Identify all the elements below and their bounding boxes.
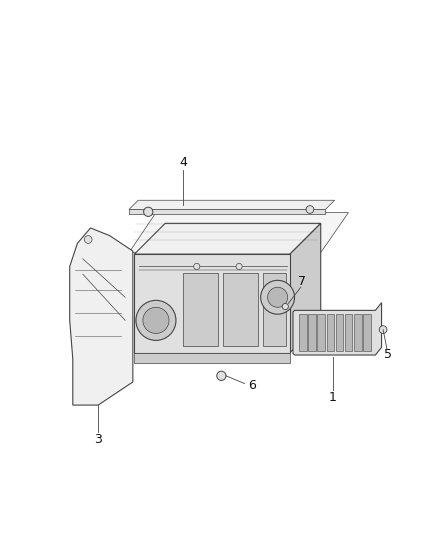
Polygon shape [290,223,321,353]
Polygon shape [129,209,325,214]
Bar [354,314,362,351]
Polygon shape [134,254,290,353]
Text: 5: 5 [385,348,392,361]
Bar [345,314,353,351]
Bar [223,273,258,346]
Circle shape [144,207,153,216]
Bar [327,314,334,351]
Polygon shape [134,223,321,254]
Text: 3: 3 [94,433,102,446]
Bar [318,314,325,351]
Polygon shape [70,228,133,405]
Circle shape [217,371,226,381]
Polygon shape [129,200,335,209]
Circle shape [306,206,314,213]
Text: 1: 1 [329,391,337,404]
Text: 4: 4 [179,156,187,169]
Circle shape [136,301,176,341]
Circle shape [282,303,288,310]
Polygon shape [293,303,381,355]
Circle shape [261,280,294,314]
Circle shape [268,287,288,308]
Circle shape [143,308,169,334]
Bar [336,314,343,351]
Circle shape [85,236,92,244]
Bar [308,314,316,351]
Polygon shape [129,213,349,253]
Bar [263,273,286,346]
Circle shape [194,263,200,270]
Circle shape [236,263,242,270]
Bar [299,314,307,351]
Bar [363,314,371,351]
Text: 6: 6 [248,378,256,392]
Circle shape [379,326,387,334]
Text: 7: 7 [298,276,306,288]
Polygon shape [134,353,290,363]
Bar [183,273,218,346]
